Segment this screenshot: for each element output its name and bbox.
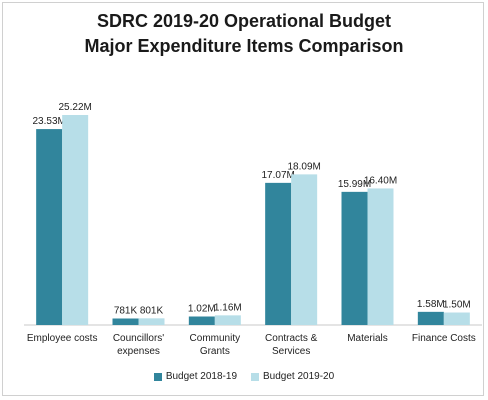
category-label: Councillors' <box>113 333 164 344</box>
data-label: 16.40M <box>364 175 397 186</box>
legend-label: Budget 2019-20 <box>263 371 335 382</box>
data-label: 1.16M <box>214 302 242 313</box>
bar-2018-19-0 <box>36 129 63 325</box>
bar-2019-20-1 <box>138 318 165 325</box>
data-label: 23.53M <box>32 116 65 127</box>
category-label: Finance Costs <box>412 333 476 344</box>
category-label: Community <box>190 333 241 344</box>
bar-2019-20-2 <box>214 315 241 325</box>
bar-2019-20-4 <box>367 188 394 325</box>
bar-2019-20-0 <box>62 115 89 325</box>
legend: Budget 2018-19 Budget 2019-20 <box>0 371 488 382</box>
data-label: 25.22M <box>58 102 91 113</box>
bar-2019-20-5 <box>443 312 470 325</box>
legend-item-2019-20: Budget 2019-20 <box>251 371 334 382</box>
legend-swatch <box>153 372 162 381</box>
data-label: 15.99M <box>338 179 371 190</box>
legend-swatch <box>251 372 259 381</box>
legend-item-2018-19: Budget 2018-19 <box>153 371 237 382</box>
data-label: 801K <box>140 305 164 316</box>
data-label: 1.58M <box>417 299 445 310</box>
bar-2018-19-1 <box>112 318 139 325</box>
category-label: Grants <box>200 346 230 357</box>
legend-label: Budget 2018-19 <box>165 371 237 382</box>
category-label: Materials <box>347 333 388 344</box>
category-label: Contracts & <box>265 333 318 344</box>
bar-2018-19-4 <box>341 191 368 325</box>
chart-subtitle: Major Expenditure Items Comparison <box>84 36 404 56</box>
bar-2019-20-3 <box>291 174 318 325</box>
category-label: expenses <box>117 346 160 357</box>
bar-2018-19-3 <box>265 182 292 325</box>
data-label: 17.07M <box>261 170 294 181</box>
data-label: 781K <box>114 305 138 316</box>
data-label: 18.09M <box>287 161 320 172</box>
chart-title: SDRC 2019-20 Operational Budget <box>96 11 392 31</box>
category-label: Employee costs <box>27 333 98 344</box>
category-label: Services <box>272 346 310 357</box>
data-label: 1.02M <box>188 304 216 315</box>
bar-2018-19-2 <box>188 316 215 325</box>
bar-2018-19-5 <box>417 311 444 325</box>
data-label: 1.50M <box>443 300 471 311</box>
